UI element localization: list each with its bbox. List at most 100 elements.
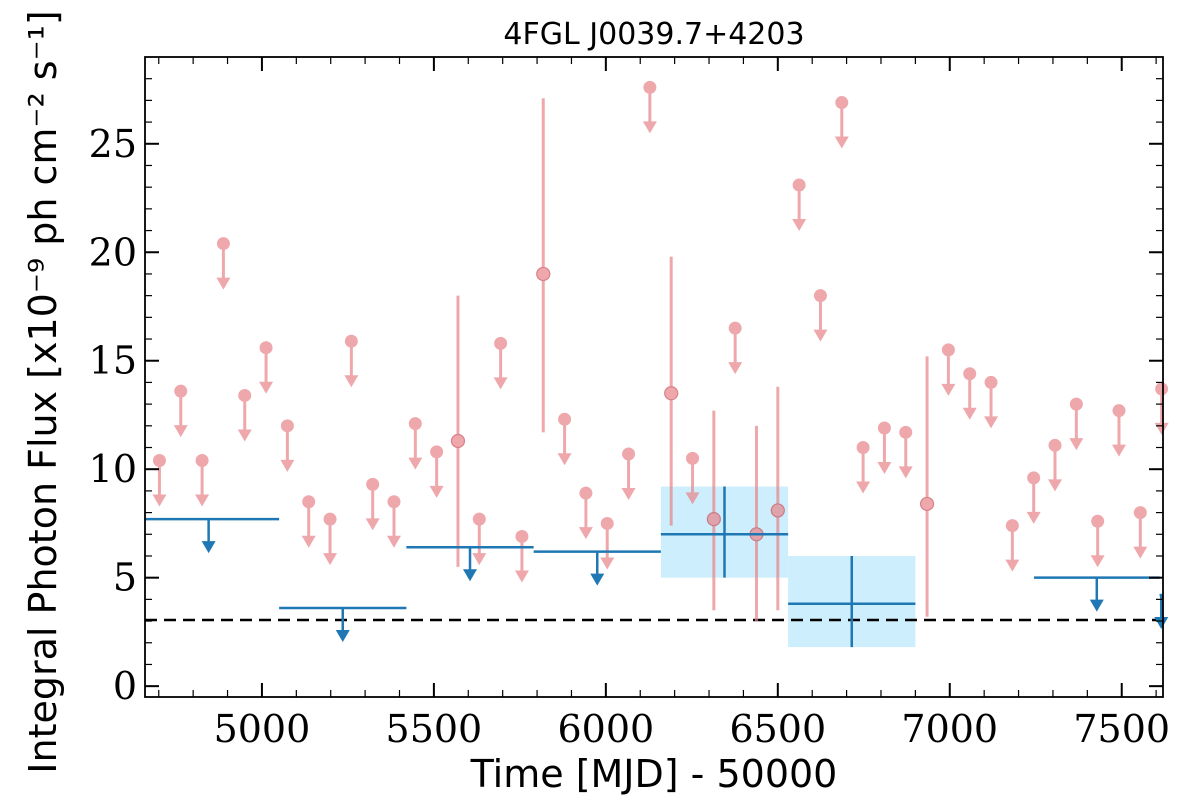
- fine-upper-limit: [685, 451, 700, 505]
- fine-detection: [536, 98, 551, 433]
- fine-upper-limit: [195, 454, 210, 507]
- fine-upper-limit-point: [856, 441, 870, 455]
- coarse-upper-limit: [533, 550, 661, 586]
- fine-upper-limit-arrow: [941, 383, 956, 396]
- fine-upper-limit-point: [835, 96, 849, 110]
- y-tick-label: 10: [89, 447, 137, 491]
- fine-upper-limit-arrow: [728, 362, 743, 375]
- fine-upper-limit-point: [195, 454, 209, 468]
- fine-upper-limit-point: [430, 445, 444, 459]
- fine-upper-limit-arrow: [600, 557, 615, 570]
- fine-upper-limit-point: [877, 421, 891, 435]
- fine-upper-limit-arrow: [792, 219, 807, 231]
- fine-upper-limit: [877, 421, 892, 474]
- fine-upper-limit-point: [728, 321, 742, 335]
- fine-upper-limit: [1133, 506, 1148, 559]
- fine-upper-limit: [1090, 514, 1105, 568]
- fine-upper-limit-arrow: [578, 527, 593, 540]
- x-tick-label: 5500: [386, 707, 483, 751]
- fine-upper-limit-arrow: [685, 492, 700, 505]
- fine-upper-limit: [344, 334, 359, 388]
- coarse-upper-limit-arrow: [590, 573, 605, 586]
- x-tick-label: 5000: [214, 707, 311, 751]
- fine-upper-limit-point: [1112, 404, 1126, 418]
- fine-upper-limit: [578, 486, 593, 540]
- fine-upper-limit-point: [1155, 382, 1169, 396]
- fine-upper-limit-point: [1005, 519, 1019, 533]
- fine-upper-limit-arrow: [280, 459, 295, 472]
- fine-upper-limit: [984, 375, 999, 429]
- fine-upper-limit: [1111, 404, 1126, 457]
- fine-upper-limit-arrow: [408, 457, 423, 470]
- fine-upper-limit-arrow: [834, 136, 849, 149]
- fine-upper-limit-point: [622, 447, 636, 461]
- fine-upper-limit-arrow: [642, 121, 657, 134]
- fine-detection: [919, 356, 935, 617]
- fine-upper-limit: [216, 237, 231, 290]
- fine-upper-limit: [472, 512, 487, 566]
- fine-upper-limit-point: [302, 495, 316, 509]
- fine-upper-limit-arrow: [259, 381, 274, 394]
- plot-frame: [144, 56, 1164, 698]
- fine-upper-limit-point: [366, 477, 380, 491]
- fine-upper-limit-arrow: [1048, 479, 1063, 492]
- fine-upper-limit-arrow: [323, 553, 338, 566]
- fine-upper-limit: [728, 321, 743, 375]
- fine-upper-limit-arrow: [237, 429, 252, 442]
- fine-upper-limit: [557, 412, 572, 466]
- fine-upper-limit-arrow: [365, 518, 380, 531]
- fine-upper-limit-point: [323, 512, 337, 526]
- fine-detection-point: [770, 503, 785, 518]
- fine-detection: [706, 410, 721, 611]
- y-axis-label: Integral Photon Flux [x10⁻⁹ ph cm⁻² s⁻¹]: [21, 10, 65, 773]
- fine-upper-limit: [1026, 471, 1041, 524]
- fine-upper-limit: [1154, 382, 1169, 435]
- coarse-upper-limit-arrow: [1154, 617, 1169, 630]
- fine-upper-limit: [792, 178, 807, 231]
- fine-upper-limit-point: [174, 384, 188, 398]
- x-tick-label: 6000: [557, 707, 654, 751]
- fine-upper-limit-arrow: [984, 416, 999, 429]
- fine-upper-limit: [429, 445, 444, 498]
- fine-upper-limit-point: [686, 451, 700, 465]
- fine-upper-limit-arrow: [962, 407, 977, 420]
- fine-upper-limit-point: [813, 289, 827, 303]
- x-tick-label: 7000: [901, 707, 998, 751]
- fine-upper-limit-arrow: [1111, 444, 1126, 457]
- fine-upper-limit-arrow: [1090, 555, 1105, 568]
- fine-upper-limit-arrow: [514, 570, 529, 583]
- fine-upper-limit-point: [387, 495, 401, 509]
- fine-detection-point: [664, 386, 679, 401]
- fine-upper-limit-point: [963, 367, 977, 381]
- y-tick-label: 20: [89, 230, 137, 274]
- fine-upper-limit-arrow: [216, 277, 231, 290]
- fine-upper-limit-arrow: [429, 485, 444, 498]
- fine-upper-limit: [514, 529, 529, 583]
- fine-upper-limit-arrow: [493, 377, 508, 390]
- fine-upper-limit-arrow: [877, 461, 892, 474]
- fine-upper-limit-point: [216, 237, 230, 251]
- fine-upper-limit: [642, 80, 657, 134]
- fine-upper-limit-arrow: [152, 494, 167, 507]
- coarse-upper-limit: [145, 517, 280, 554]
- fine-upper-limit-point: [1048, 438, 1062, 452]
- fine-detection-point: [706, 512, 721, 527]
- coarse-upper-limit: [1034, 576, 1160, 612]
- fine-upper-limit-arrow: [856, 481, 871, 494]
- fine-upper-limit-point: [408, 417, 422, 431]
- fine-upper-limit: [962, 367, 977, 420]
- fine-upper-limit-point: [515, 529, 529, 543]
- fine-upper-limit-arrow: [1026, 511, 1041, 524]
- fine-upper-limit: [237, 388, 252, 442]
- fine-upper-limit: [856, 441, 871, 494]
- fine-upper-limit-arrow: [472, 553, 487, 566]
- fine-upper-limit: [621, 447, 636, 501]
- coarse-detection: [660, 486, 789, 578]
- fine-upper-limit-point: [238, 388, 252, 402]
- x-tick-label: 6500: [729, 707, 826, 751]
- fine-upper-limit: [323, 512, 338, 566]
- coarse-bin-markers: [145, 486, 1169, 648]
- fine-upper-limit-arrow: [344, 375, 359, 388]
- fine-upper-limit: [1048, 438, 1063, 492]
